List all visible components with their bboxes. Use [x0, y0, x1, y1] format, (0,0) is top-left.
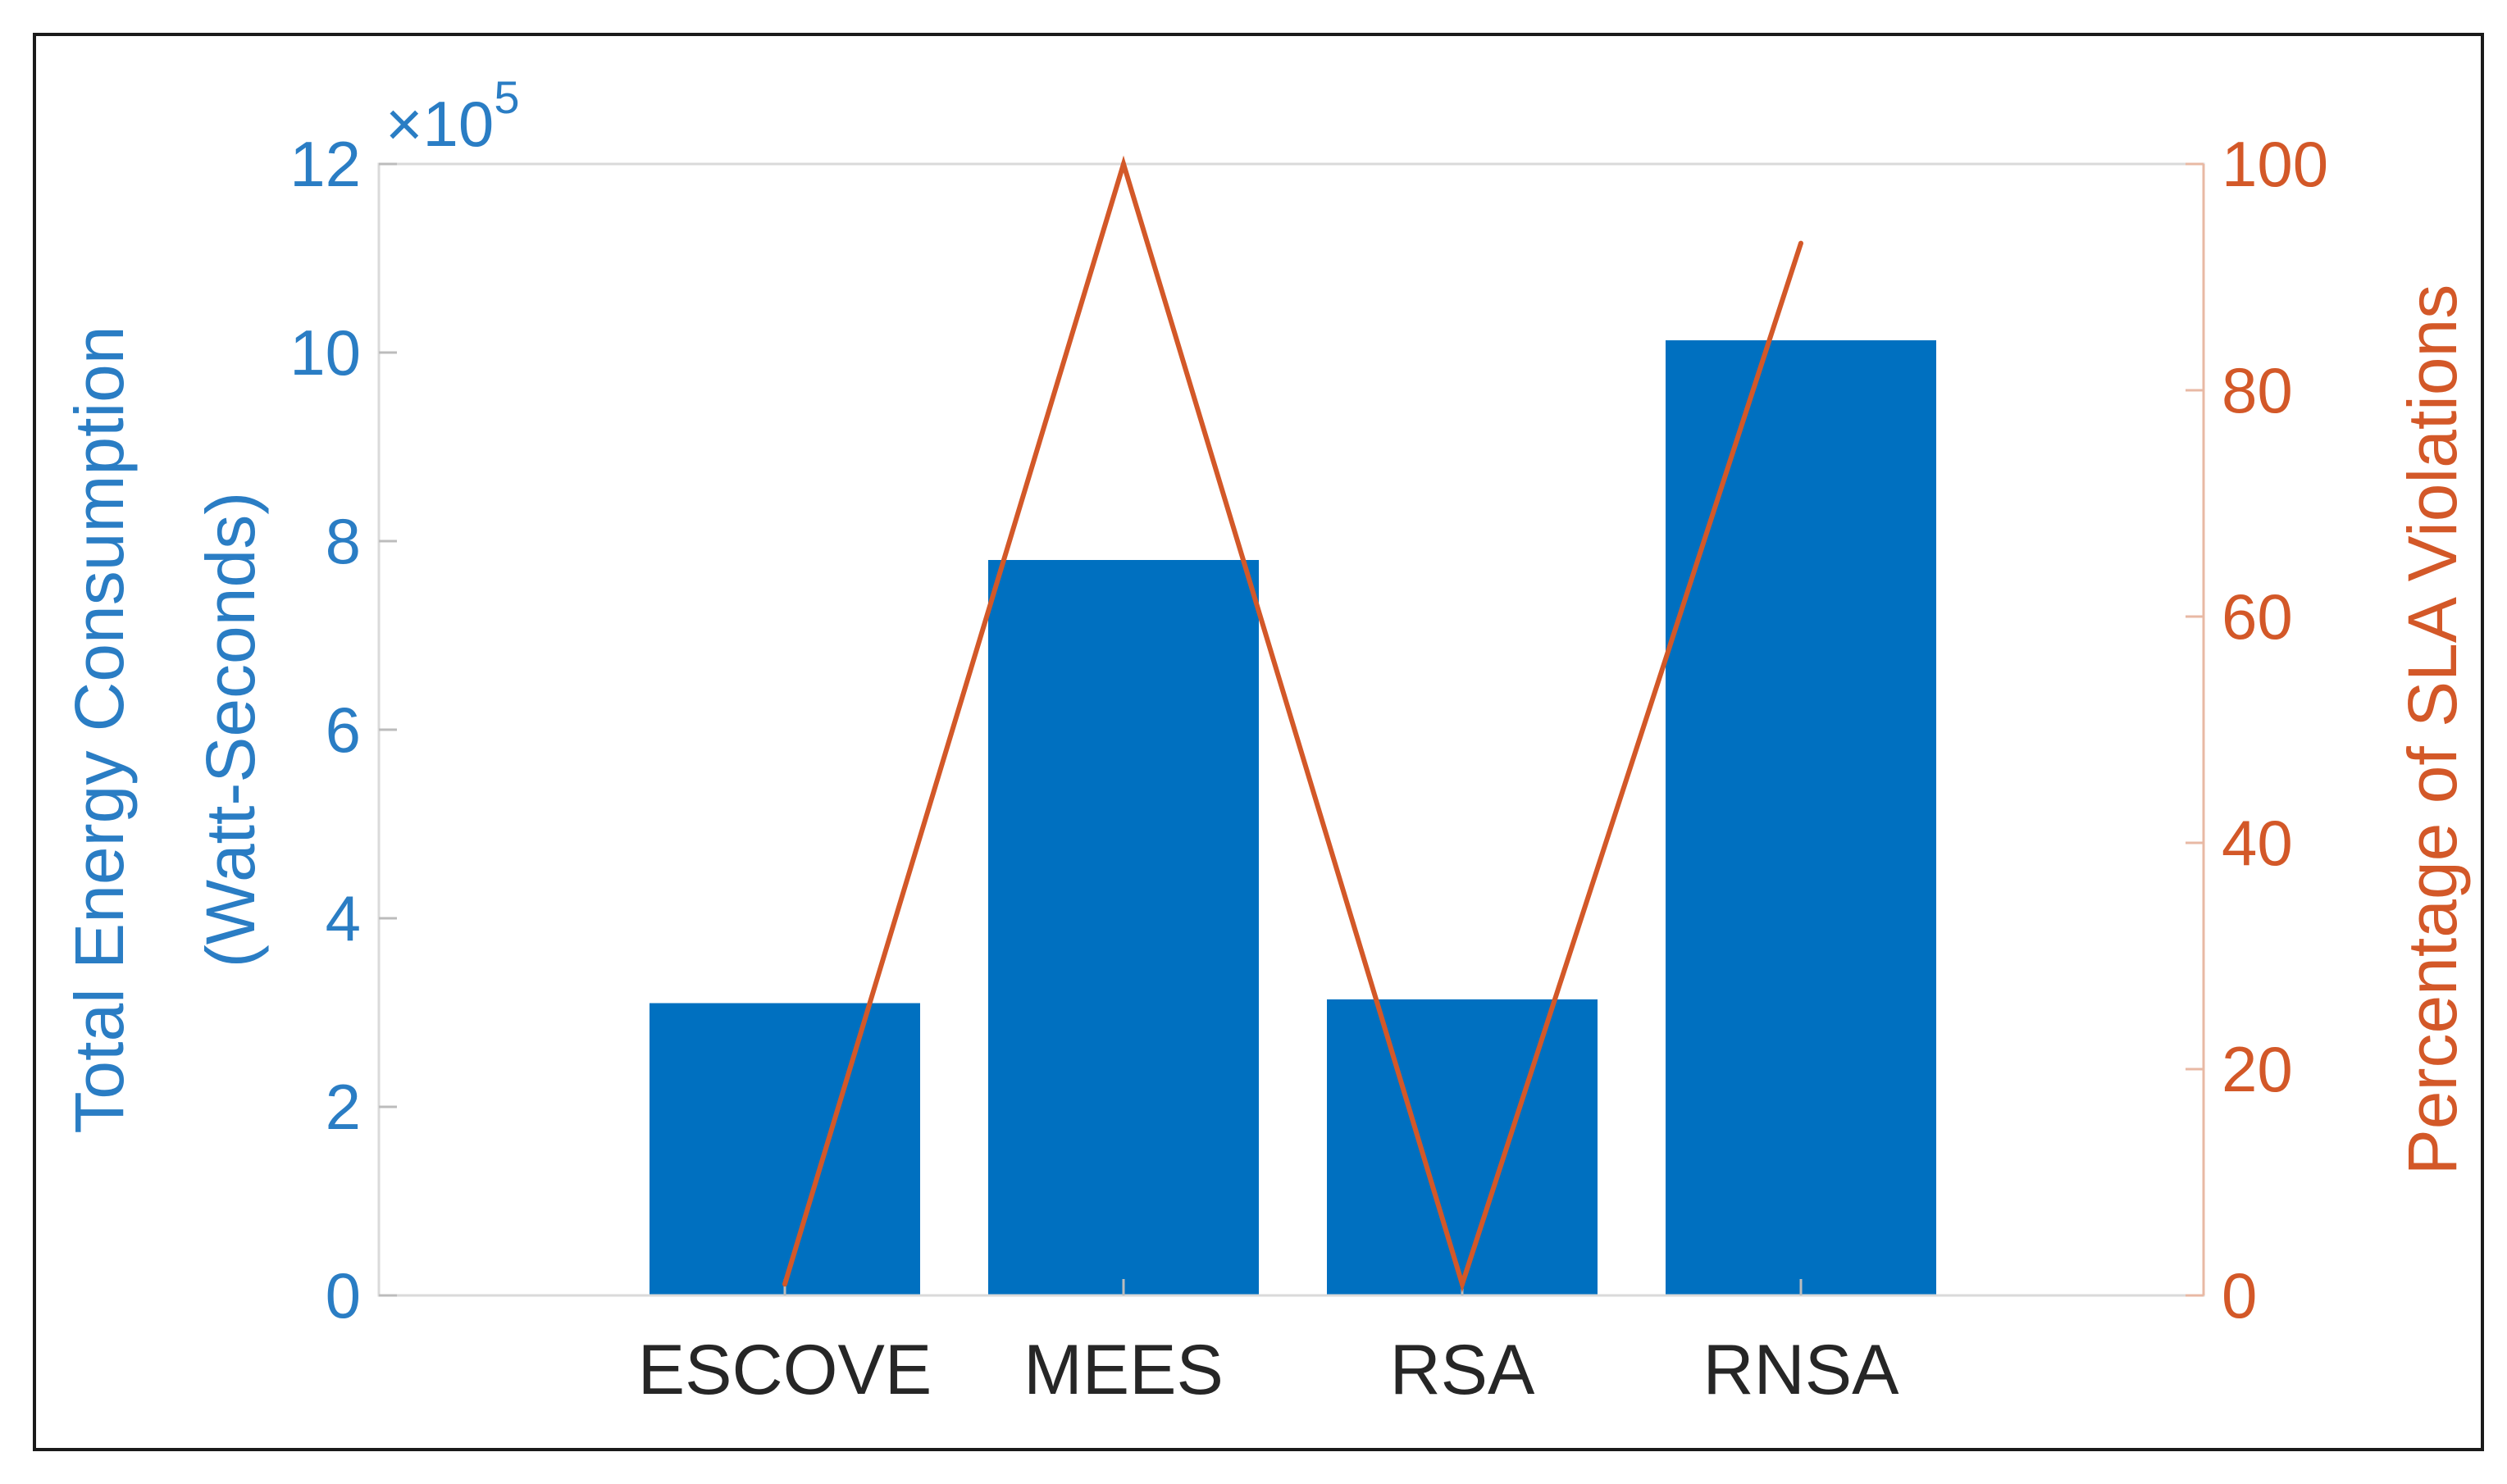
right-axis-tick-label: 80	[2222, 354, 2293, 426]
category-axis: ESCOVE MEES RSA RNSA	[638, 1279, 1899, 1409]
left-axis-title-line1: Total Energy Consumption	[61, 325, 138, 1133]
category-label-rsa: RSA	[1390, 1331, 1535, 1409]
right-axis: 0 20 40 60 80 100	[2186, 128, 2328, 1332]
bar-rsa	[1327, 999, 1598, 1295]
right-axis-tick-label: 40	[2222, 807, 2293, 879]
bar-escove	[650, 1003, 920, 1295]
right-axis-tick-label: 20	[2222, 1033, 2293, 1105]
left-axis-title-line2: (Watt-Seconds)	[192, 492, 269, 967]
left-axis-tick-label: 0	[326, 1259, 361, 1332]
bar-rnsa	[1666, 340, 1936, 1295]
left-axis-tick-label: 10	[289, 316, 361, 389]
left-axis-tick-label: 8	[326, 505, 361, 577]
right-axis-tick-label: 100	[2222, 128, 2328, 200]
right-axis-tick-label: 60	[2222, 580, 2293, 653]
bar-mees	[988, 560, 1259, 1295]
left-axis-tick-label: 6	[326, 694, 361, 766]
left-axis-multiplier: ×105	[385, 71, 519, 160]
line-point-rnsa	[1798, 240, 1803, 246]
line-point-escove	[782, 1281, 787, 1287]
line-point-rsa	[1460, 1281, 1465, 1287]
line-series-group	[782, 155, 1803, 1293]
left-axis-multiplier-exponent: 5	[494, 71, 519, 123]
left-axis-tick-label: 4	[326, 882, 361, 954]
left-axis-multiplier-base: ×10	[385, 88, 494, 160]
category-label-escove: ESCOVE	[638, 1331, 932, 1409]
left-axis-title: Total Energy Consumption (Watt-Seconds)	[61, 325, 269, 1133]
category-label-mees: MEES	[1023, 1331, 1224, 1409]
category-label-rnsa: RNSA	[1703, 1331, 1900, 1409]
left-axis: 0 2 4 6 8 10 12	[289, 128, 397, 1332]
line-point-mees	[1121, 162, 1126, 166]
right-axis-title: Percentage of SLA Violations	[2394, 285, 2471, 1176]
right-axis-tick-label: 0	[2222, 1259, 2257, 1332]
left-axis-tick-label: 2	[326, 1071, 361, 1143]
sla-violation-line	[782, 155, 1803, 1293]
bars-group	[650, 340, 1936, 1295]
left-axis-tick-label: 12	[289, 128, 361, 200]
